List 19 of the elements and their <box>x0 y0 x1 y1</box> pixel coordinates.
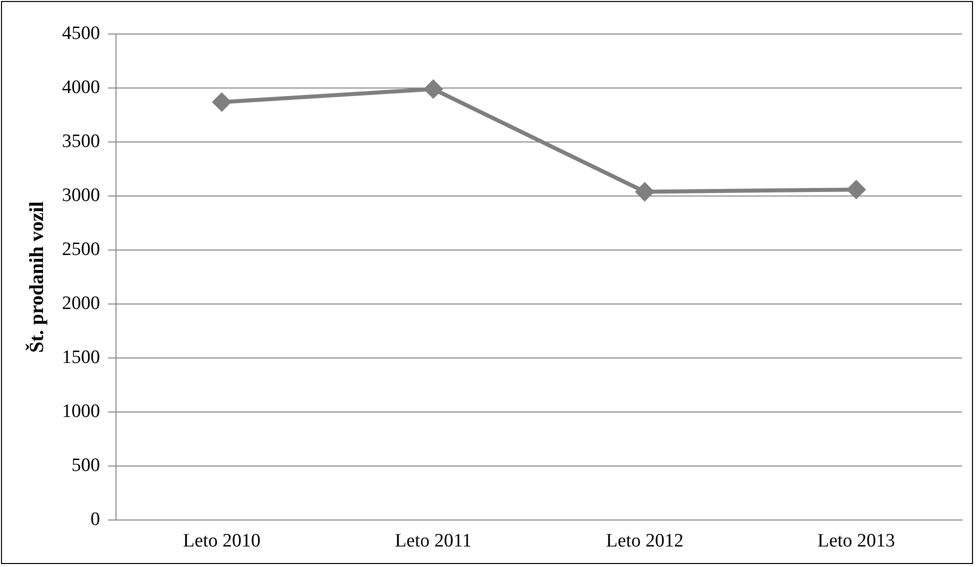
x-tick-label: Leto 2012 <box>606 530 684 552</box>
y-tick-label: 3000 <box>62 185 100 206</box>
point <box>424 80 442 98</box>
x-tick-label: Leto 2011 <box>394 530 472 552</box>
y-tick-label: 3500 <box>62 131 100 152</box>
y-tick-label: 2500 <box>62 239 100 260</box>
y-tick-label: 2000 <box>62 293 100 314</box>
point <box>847 180 866 199</box>
point <box>636 182 654 201</box>
y-tick-label: 0 <box>90 509 100 530</box>
y-tick-label: 1000 <box>62 401 100 422</box>
x-tick-label: Leto 2010 <box>182 530 261 552</box>
y-tick-label: 1500 <box>62 347 100 368</box>
y-axis-title: Št. prodanih vozil <box>25 200 48 353</box>
y-tick-label: 4000 <box>62 77 100 98</box>
y-tick-label: 4500 <box>62 22 100 44</box>
point <box>212 93 231 112</box>
y-tick-label: 500 <box>72 455 100 476</box>
x-tick-label: Leto 2013 <box>817 530 896 552</box>
